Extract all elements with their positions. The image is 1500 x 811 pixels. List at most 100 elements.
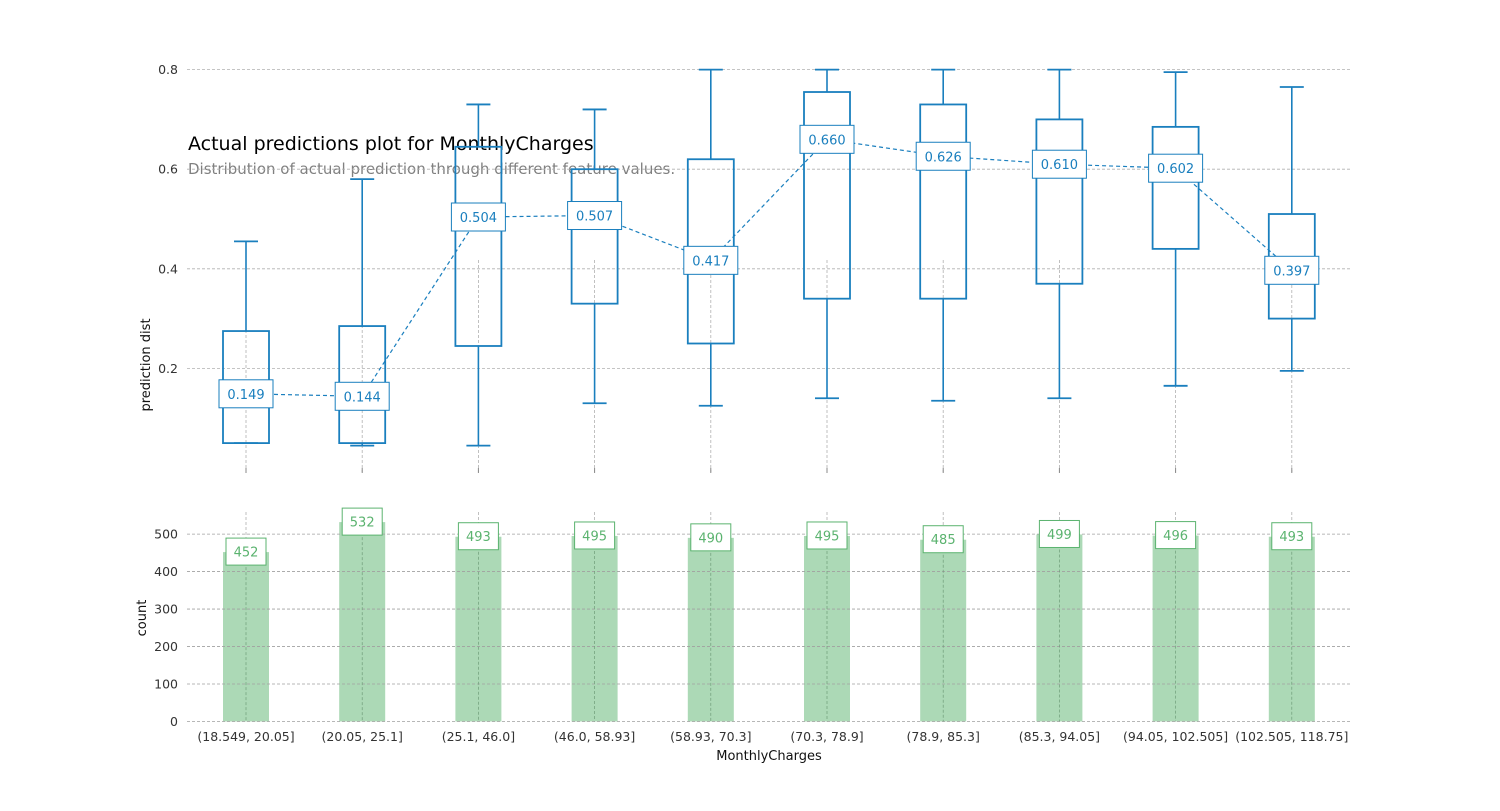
count-label-text: 495 [582,529,607,544]
median-label-text: 0.602 [1157,162,1194,177]
median-label-9: 0.397 [1264,255,1320,285]
count-label-box [1038,519,1080,548]
median-label-box [683,245,739,275]
median-label-text: 0.507 [576,210,613,225]
count-label-box [690,523,732,552]
x-tick-label: (70.3, 78.9] [790,729,863,744]
bar-y-tick-label: 500 [154,527,178,542]
box-iqr [1035,118,1084,285]
x-axis-label: MonthlyCharges [716,749,822,764]
box-3 [570,108,619,405]
bar-y-tick-label: 100 [154,677,178,692]
count-label-text: 452 [234,546,259,561]
box-y-tick-label: 0.2 [158,361,178,376]
median-label-box [1148,153,1204,183]
count-label-box [574,521,616,550]
median-label-text: 0.149 [227,388,264,403]
median-label-3: 0.507 [567,201,623,231]
bar-y-tick-label: 300 [154,602,178,617]
median-label-box [915,141,971,171]
count-label-box [922,525,964,554]
box-iqr [1151,125,1200,250]
count-bar-panel: 0 100 200 300 400 500 452 532 493 495 490 495 485 499… [154,507,1350,744]
box-8 [1151,71,1200,387]
chart-subtitle: Distribution of actual prediction throug… [188,160,676,178]
count-label-box [1271,522,1313,551]
box-y-tick-label: 0.4 [158,261,178,276]
box-iqr [919,103,968,300]
count-bar-1 [339,522,386,722]
bar-y-tick-label: 200 [154,639,178,654]
box-y-axis-label: prediction dist [139,318,154,411]
count-label-3: 495 [574,521,616,550]
x-tick-label: (102.505, 118.75] [1235,729,1348,744]
box-plot-panel: 0.2 0.4 0.6 0.8 0.149 0.144 0.504 0.507 0.417 0.6… [158,62,1350,473]
count-label-8: 496 [1155,521,1197,550]
median-label-box [334,381,390,411]
x-tick-label: (78.9, 85.3] [907,729,980,744]
count-label-2: 493 [457,522,499,551]
x-tick-label: (46.0, 58.93] [554,729,635,744]
box-iqr [454,145,503,347]
median-label-text: 0.397 [1273,264,1310,279]
chart-title: Actual predictions plot for MonthlyCharg… [188,133,594,155]
count-label-4: 490 [690,523,732,552]
box-4 [686,68,735,407]
median-label-text: 0.144 [344,390,381,405]
box-y-tick-label: 0.6 [158,162,178,177]
count-label-text: 499 [1047,528,1072,543]
median-label-5: 0.660 [799,124,855,154]
median-label-1: 0.144 [334,381,390,411]
median-label-text: 0.610 [1041,158,1078,173]
box-iqr [803,91,851,300]
count-label-5: 495 [806,521,848,550]
median-label-8: 0.602 [1148,153,1204,183]
box-5 [803,68,851,400]
x-tick-label: (18.549, 20.05] [197,729,294,744]
box-6 [919,68,968,402]
x-tick-label: (20.05, 25.1] [322,729,403,744]
x-tick-label: (58.93, 70.3] [670,729,751,744]
count-label-box [1155,521,1197,550]
median-label-box [567,201,623,231]
box-7 [1035,68,1084,400]
box-iqr [570,168,619,305]
count-bar-7 [1036,534,1083,722]
median-label-box [799,124,855,154]
x-tick-label: (94.05, 102.505] [1123,729,1228,744]
median-label-box [1264,255,1320,285]
count-label-box [225,537,267,566]
count-label-text: 496 [1163,529,1188,544]
median-label-text: 0.504 [460,211,497,226]
count-label-text: 495 [815,529,840,544]
bar-y-tick-label: 400 [154,564,178,579]
x-tick-label: (85.3, 94.05] [1019,729,1100,744]
box-9 [1267,86,1316,372]
box-y-tick-label: 0.8 [158,62,178,77]
median-label-0: 0.149 [218,379,274,409]
median-label-text: 0.417 [692,254,729,269]
count-label-text: 493 [1279,530,1304,545]
median-label-text: 0.660 [808,133,845,148]
median-label-box [450,202,506,232]
median-label-4: 0.417 [683,245,739,275]
count-label-text: 490 [698,531,723,546]
count-label-text: 485 [931,533,956,548]
x-tick-label: (25.1, 46.0] [442,729,515,744]
median-label-text: 0.626 [925,150,962,165]
count-label-6: 485 [922,525,964,554]
median-label-box [1031,149,1087,179]
median-label-7: 0.610 [1031,149,1087,179]
median-label-6: 0.626 [915,141,971,171]
box-2 [454,103,503,447]
count-label-text: 532 [350,516,375,531]
count-label-1: 532 [341,507,383,536]
bar-y-tick-label: 0 [170,714,178,729]
count-label-box [457,522,499,551]
median-line [245,138,1293,397]
count-label-7: 499 [1038,519,1080,548]
median-label-2: 0.504 [450,202,506,232]
count-label-text: 493 [466,530,491,545]
median-label-box [218,379,274,409]
